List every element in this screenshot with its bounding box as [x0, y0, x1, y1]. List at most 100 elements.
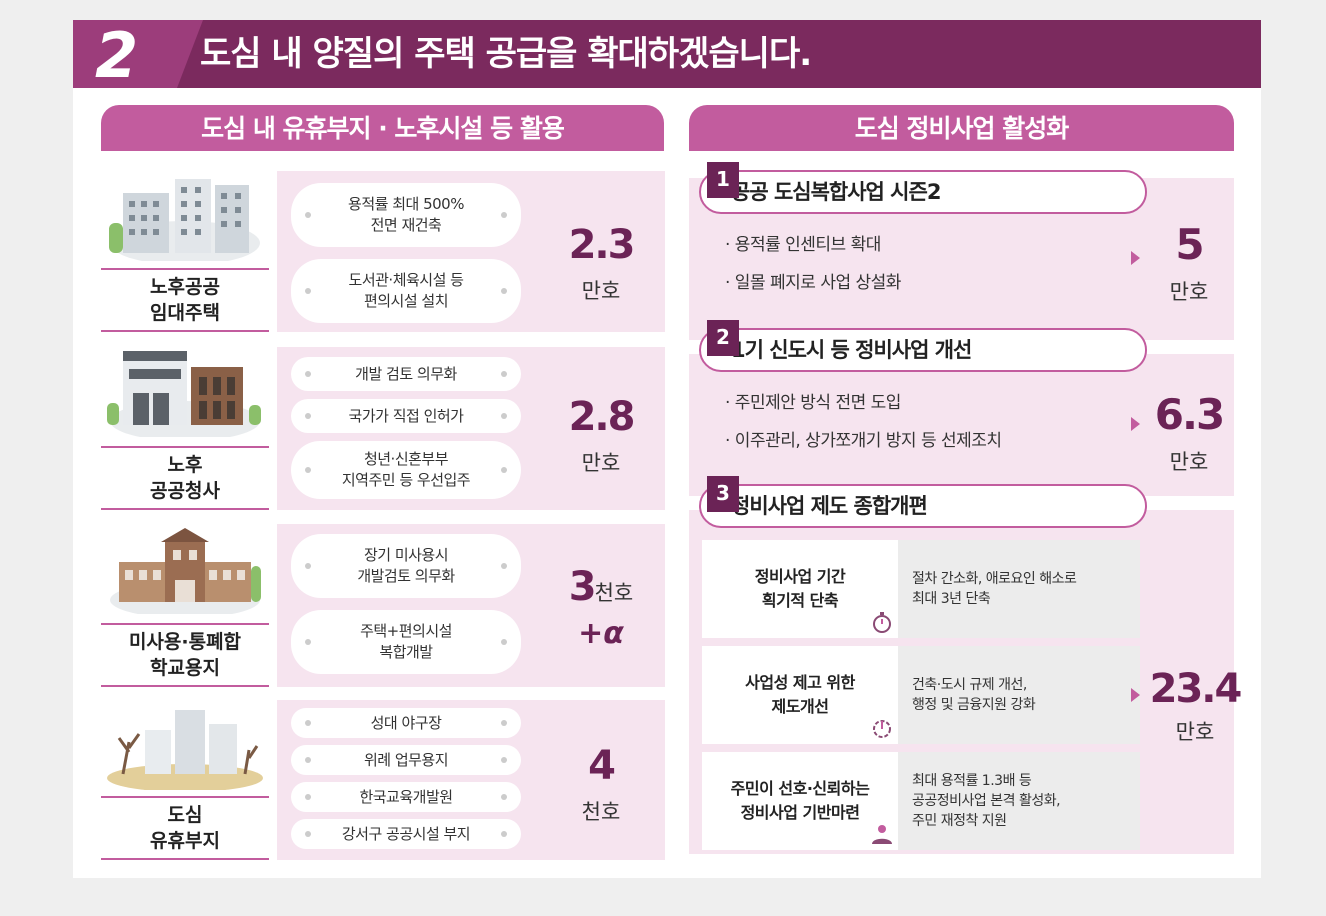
pill-text: 개발 검토 의무화 [355, 364, 457, 383]
row-value-group: 3천호 [537, 564, 665, 610]
pill-text: 국가가 직접 인허가 [348, 406, 464, 425]
pill-text: 성대 야구장 [370, 713, 442, 732]
card-title-line: 제도개선 [771, 697, 829, 716]
detail-pill: 개발 검토 의무화 [291, 357, 521, 391]
reform-card-desc: 건축·도시 규제 개선, 행정 및 금융지원 강화 [912, 646, 1132, 744]
row-extra: +α [578, 616, 624, 651]
caption-line: 노후공공 [150, 276, 220, 298]
pill-text: 위례 업무용지 [363, 750, 449, 769]
caption-line: 공공청사 [150, 480, 220, 502]
caption-line: 학교용지 [150, 657, 220, 679]
block-title-tab: 정비사업 제도 종합개편 [699, 484, 1147, 528]
office-building-icon [107, 351, 261, 437]
bullet-item: · 일몰 폐지로 사업 상설화 [725, 273, 901, 293]
card-desc-line: 행정 및 금융지원 강화 [912, 697, 1036, 713]
right-block-2 [689, 354, 1234, 496]
reform-card-desc: 최대 용적률 1.3배 등 공공정비사업 본격 활성화, 주민 재정착 지원 [912, 752, 1132, 850]
pill-text: 용적률 최대 500% [348, 195, 464, 213]
row-unit: 만호 [581, 279, 621, 303]
row-caption: 노후공공 임대주택 [101, 268, 269, 332]
caption-line: 도심 [167, 804, 203, 826]
bullet-item: · 용적률 인센티브 확대 [725, 235, 881, 255]
row-illustration-box: 미사용·통폐합 학교용지 [101, 524, 269, 687]
card-desc-line: 최대 용적률 1.3배 등 [912, 773, 1032, 789]
row-value: 2.8 [568, 394, 636, 440]
row-detail-box: 성대 야구장 위례 업무용지 한국교육개발원 강서구 공공시설 부지 4 천호 [277, 700, 665, 860]
reform-card: 정비사업 기간 획기적 단축 절차 간소화, 애로요인 해소로 최대 3년 단축 [702, 540, 1140, 638]
card-title-line: 획기적 단축 [761, 591, 839, 610]
block-value: 6.3 [1154, 390, 1225, 439]
row-illustration-box: 노후공공 임대주택 [101, 171, 269, 332]
row-value: 4 [588, 743, 616, 789]
pill-text: 청년·신혼부부 [363, 450, 449, 468]
block-title-tab: 1기 신도시 등 정비사업 개선 [699, 328, 1147, 372]
card-desc-line: 공공정비사업 본격 활성화, [912, 793, 1061, 809]
row-value: 2.3 [568, 222, 636, 268]
block-title-tab: 공공 도심복합사업 시즌2 [699, 170, 1147, 214]
block-number-badge: 3 [707, 476, 739, 512]
pill-text: 편의시설 설치 [363, 292, 449, 310]
row-unit: 천호 [594, 581, 634, 605]
row-caption: 도심 유휴부지 [101, 796, 269, 860]
detail-pill: 성대 야구장 [291, 708, 521, 738]
row-value: 3 [568, 564, 597, 610]
row-caption: 노후 공공청사 [101, 446, 269, 510]
row-detail-box: 개발 검토 의무화 국가가 직접 인허가 청년·신혼부부 지역주민 등 우선입주 … [277, 347, 665, 510]
pill-text: 지역주민 등 우선입주 [341, 471, 471, 489]
card-desc-line: 주민 재정착 지원 [912, 813, 1007, 829]
left-row-idle-land: 도심 유휴부지 성대 야구장 위례 업무용지 한국교육개발원 강서구 공공시설 … [101, 700, 665, 860]
block-number-badge: 1 [707, 162, 739, 198]
pill-text: 전면 재건축 [370, 216, 442, 234]
pill-text: 주택+편의시설 [360, 622, 452, 640]
card-desc-line: 최대 3년 단축 [912, 591, 991, 607]
caption-line: 미사용·통폐합 [128, 631, 242, 653]
pill-text: 도서관·체육시설 등 [348, 271, 464, 289]
row-detail-box: 용적률 최대 500% 전면 재건축 도서관·체육시설 등 편의시설 설치 2.3 … [277, 171, 665, 332]
pill-text: 한국교육개발원 [359, 787, 453, 806]
header-title: 도심 내 양질의 주택 공급을 확대하겠습니다. [200, 34, 812, 74]
card-title-line: 정비사업 기반마련 [740, 803, 860, 822]
card-desc-line: 절차 간소화, 애로요인 해소로 [912, 571, 1077, 587]
block-number-badge: 2 [707, 320, 739, 356]
row-unit: 만호 [581, 451, 621, 475]
caption-line: 노후 [167, 454, 203, 476]
pill-text: 장기 미사용시 [363, 546, 449, 564]
card-title-line: 주민이 선호·신뢰하는 [730, 779, 870, 798]
row-caption: 미사용·통폐합 학교용지 [101, 623, 269, 687]
reform-card-title: 사업성 제고 위한 제도개선 [702, 646, 898, 744]
block-value: 5 [1175, 220, 1204, 269]
apartment-buildings-icon [109, 179, 260, 261]
pill-text: 복합개발 [379, 643, 433, 661]
row-unit: 천호 [581, 800, 621, 824]
pill-text: 강서구 공공시설 부지 [341, 824, 471, 843]
left-section-title: 도심 내 유휴부지 · 노후시설 등 활용 [101, 105, 664, 151]
block-unit: 만호 [1169, 280, 1209, 304]
card-desc-line: 건축·도시 규제 개선, [912, 677, 1027, 693]
header-number: 2 [95, 20, 139, 89]
power-gear-icon [873, 720, 891, 738]
right-section-title: 도심 정비사업 활성화 [689, 105, 1234, 151]
block-unit: 만호 [1175, 720, 1215, 744]
card-title-line: 정비사업 기간 [754, 567, 846, 586]
infographic-panel: 2 도심 내 양질의 주택 공급을 확대하겠습니다. 도심 내 유휴부지 · 노… [73, 20, 1261, 878]
detail-pill: 한국교육개발원 [291, 782, 521, 812]
reform-card-title: 주민이 선호·신뢰하는 정비사업 기반마련 [702, 752, 898, 850]
header-number-bg [73, 20, 203, 88]
arrow-right-icon [1131, 417, 1140, 431]
people-gear-icon [872, 825, 892, 844]
idle-land-icon [107, 710, 263, 790]
bullet-item: · 이주관리, 상가쪼개기 방지 등 선제조치 [725, 431, 1002, 451]
block-value: 23.4 [1149, 666, 1243, 712]
pill-text: 개발검토 의무화 [357, 567, 455, 585]
header-band: 2 도심 내 양질의 주택 공급을 확대하겠습니다. [73, 20, 1261, 88]
stopwatch-icon [873, 612, 891, 633]
bullet-item: · 주민제안 방식 전면 도입 [725, 393, 901, 413]
caption-line: 임대주택 [150, 302, 220, 324]
block-unit: 만호 [1169, 450, 1209, 474]
row-illustration-box: 노후 공공청사 [101, 347, 269, 510]
